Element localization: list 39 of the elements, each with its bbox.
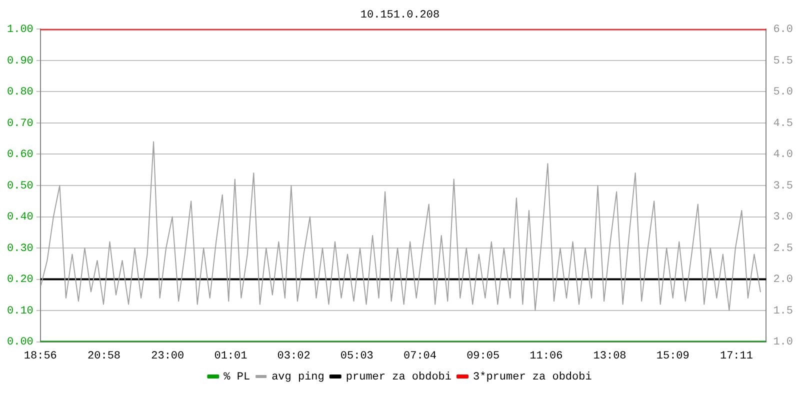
- x-tick-label: 01:01: [214, 350, 248, 362]
- y-tick-label: 0.80: [7, 86, 34, 99]
- y-tick-label: 0.30: [7, 242, 34, 255]
- y-tick-label: 0.10: [7, 305, 34, 318]
- y-tick-label: 0.20: [7, 274, 34, 286]
- y2-tick-label: 3.0: [773, 212, 794, 224]
- y2-tick-label: 3.5: [773, 180, 794, 192]
- y2-tick-label: 2.5: [773, 242, 794, 255]
- y2-tick-label: 2.0: [773, 274, 794, 286]
- y-tick-label: 0.60: [7, 149, 34, 162]
- y2-tick-label: 6.0: [773, 24, 794, 36]
- y-tick-label: 0.40: [7, 212, 34, 224]
- x-tick-label: 17:11: [720, 350, 754, 362]
- y2-tick-label: 4.5: [773, 118, 794, 130]
- x-tick-label: 03:02: [277, 350, 310, 362]
- y-tick-label: 0.90: [7, 55, 34, 68]
- y2-tick-label: 5.5: [773, 55, 794, 68]
- x-tick-label: 11:06: [530, 350, 563, 362]
- legend-label: prumer za obdobi: [346, 371, 452, 384]
- x-tick-label: 15:09: [656, 350, 690, 362]
- legend-label: 3*prumer za obdobi: [473, 371, 592, 384]
- x-tick-label: 09:05: [466, 350, 500, 362]
- y-tick-label: 0.00: [7, 336, 34, 349]
- x-tick-label: 07:04: [403, 350, 437, 362]
- y-tick-label: 1.00: [7, 24, 34, 36]
- x-tick-label: 18:56: [24, 350, 57, 362]
- y-tick-label: 0.70: [7, 118, 34, 130]
- legend-label: % PL: [224, 371, 250, 384]
- y2-tick-label: 1.0: [773, 336, 794, 349]
- y-tick-label: 0.50: [7, 180, 34, 192]
- legend-label: avg ping: [272, 371, 324, 384]
- chart-title: 10.151.0.208: [360, 10, 440, 22]
- y2-tick-label: 5.0: [773, 86, 794, 99]
- y2-tick-label: 1.5: [773, 305, 794, 318]
- x-tick-label: 23:00: [151, 350, 184, 362]
- x-tick-label: 05:03: [340, 350, 374, 362]
- x-tick-label: 20:58: [88, 350, 121, 362]
- x-tick-label: 13:08: [593, 350, 626, 362]
- y2-tick-label: 4.0: [773, 149, 794, 162]
